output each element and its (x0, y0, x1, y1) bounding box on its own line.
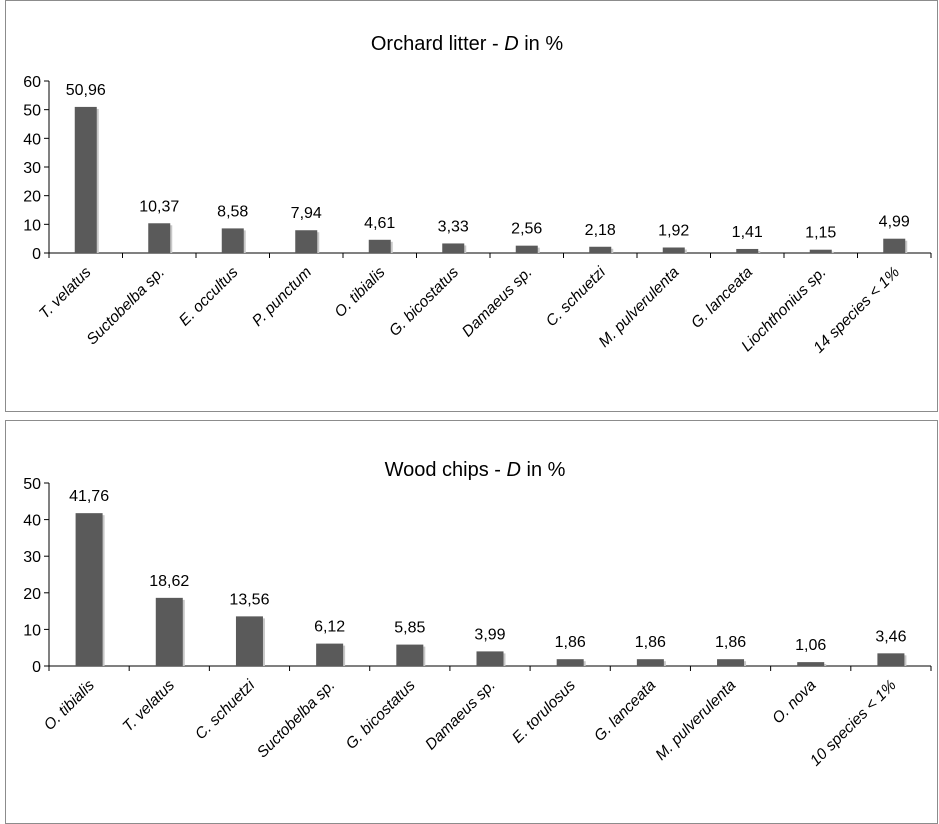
data-label: 1,86 (635, 634, 666, 651)
data-label: 3,33 (438, 218, 469, 235)
bar (155, 597, 183, 666)
bar (221, 228, 244, 253)
data-label: 7,94 (291, 205, 322, 222)
y-tick-label: 30 (23, 160, 41, 177)
bar (74, 106, 97, 253)
bar (515, 245, 538, 253)
bar (556, 659, 584, 666)
data-label: 1,06 (795, 637, 826, 654)
bar (396, 644, 424, 666)
category-label: P. punctum (249, 264, 315, 330)
bar (797, 662, 825, 666)
y-tick-label: 20 (23, 586, 41, 603)
bar (636, 659, 664, 666)
y-tick-label: 50 (23, 103, 41, 120)
data-label: 1,41 (732, 224, 763, 241)
category-label: E. occultus (176, 264, 242, 330)
category-label: M. pulverulenta (596, 264, 683, 351)
category-label: O. tibialis (331, 264, 388, 321)
data-label: 1,86 (555, 634, 586, 651)
data-label: 5,85 (394, 620, 425, 637)
data-label: 3,46 (875, 628, 906, 645)
category-label: O. nova (769, 677, 820, 728)
data-label: 10,37 (139, 198, 179, 215)
category-label: T. velatus (120, 677, 179, 736)
data-label: 18,62 (149, 573, 189, 590)
bar (442, 243, 465, 253)
category-label: C. schuetzi (192, 676, 259, 743)
y-tick-label: 20 (23, 189, 41, 206)
bar (476, 651, 504, 666)
category-label: O. tibialis (41, 677, 98, 734)
bar (589, 246, 612, 253)
bar (75, 513, 103, 666)
y-tick-label: 50 (23, 476, 41, 493)
chart-orchard-litter: Orchard litter - D in % 0 10 20 30 40 50 60 50,… (23, 33, 932, 357)
category-label: T. velatus (36, 264, 95, 323)
bar (717, 659, 745, 666)
bar (148, 223, 171, 253)
y-tick-label: 0 (32, 659, 41, 676)
data-label: 1,92 (658, 222, 689, 239)
bar (736, 248, 759, 253)
category-label: E. torulosus (509, 677, 579, 747)
data-label: 6,12 (314, 619, 345, 636)
chart-title: Wood chips - D in % (385, 459, 566, 481)
chart-panel-orchard-litter: Orchard litter - D in % 0 10 20 30 40 50 60 50,… (5, 0, 938, 412)
bar (662, 247, 685, 253)
data-label: 4,99 (879, 214, 910, 231)
category-label: G. lanceata (688, 264, 756, 332)
category-label: Damaeus sp. (459, 264, 536, 341)
chart-wood-chips: Wood chips - D in % 0 10 20 30 40 50 41,76 O. t… (23, 459, 932, 770)
category-label: 10 species < 1% (807, 677, 900, 770)
data-label: 2,56 (511, 221, 542, 238)
data-label: 1,86 (715, 634, 746, 651)
category-label: Suctobelba sp. (254, 677, 339, 762)
category-label: C. schuetzi (543, 263, 610, 330)
bar (235, 616, 263, 666)
chart-title: Orchard litter - D in % (371, 33, 563, 55)
y-tick-label: 40 (23, 513, 41, 530)
category-label: M. pulverulenta (652, 677, 739, 764)
bar (368, 239, 391, 253)
y-tick-label: 0 (32, 246, 41, 263)
category-label: G. bicostatus (343, 677, 419, 753)
data-label: 1,15 (805, 225, 836, 242)
y-tick-label: 10 (23, 622, 41, 639)
data-label: 3,99 (474, 626, 505, 643)
category-label: G. bicostatus (386, 264, 462, 340)
chart-panel-wood-chips: Wood chips - D in % 0 10 20 30 40 50 41,76 O. t… (5, 420, 938, 824)
bar (877, 653, 905, 666)
category-label: Suctobelba sp. (84, 264, 169, 349)
y-tick-label: 60 (23, 74, 41, 91)
bar (809, 249, 832, 253)
y-tick-label: 10 (23, 217, 41, 234)
data-label: 50,96 (66, 82, 106, 99)
y-tick-label: 40 (23, 131, 41, 148)
y-tick-label: 30 (23, 549, 41, 566)
data-label: 2,18 (585, 222, 616, 239)
category-label: Damaeus sp. (422, 677, 499, 754)
bar (295, 230, 318, 253)
data-label: 4,61 (364, 215, 395, 232)
data-label: 41,76 (69, 488, 109, 505)
data-label: 8,58 (217, 203, 248, 220)
category-label: G. lanceata (591, 677, 659, 745)
bar (883, 238, 906, 253)
bar (316, 643, 344, 666)
data-label: 13,56 (229, 591, 269, 608)
